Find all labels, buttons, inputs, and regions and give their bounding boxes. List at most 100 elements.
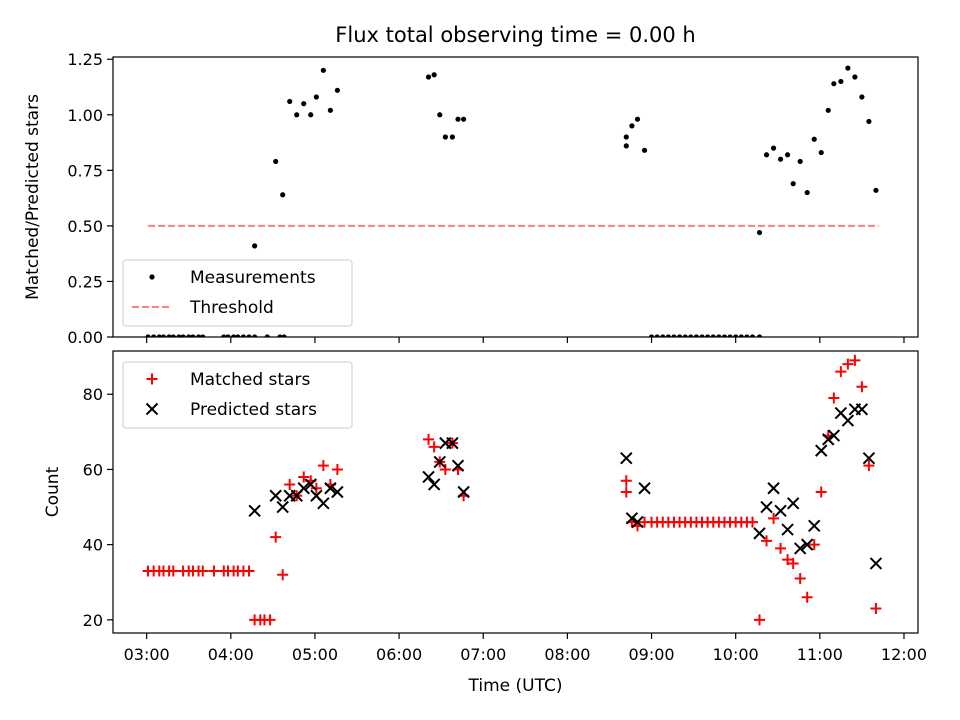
matched-point [815,486,827,498]
legend-label: Threshold [189,298,274,318]
measurement-point [811,136,817,142]
y-axis-label: Matched/Predicted stars [23,94,43,300]
measurement-point [221,334,227,337]
measurement-point [738,334,744,337]
predicted-point [869,557,883,570]
measurement-point [641,147,648,153]
measurement-point [859,94,865,100]
measurement-point [176,334,182,337]
matched-point [828,392,840,404]
matched-point [747,516,759,528]
matched-point [197,565,209,577]
matched-point [768,512,780,524]
x-tick-label: 09:00 [628,645,674,664]
measurement-point [749,334,756,337]
legend: Matched stars Predicted stars [122,361,353,429]
axes-frame [112,56,919,338]
predicted-point [304,478,317,491]
measurement-point [873,187,879,193]
measurement-point [671,334,677,337]
matched-point [761,535,773,547]
matched-point [439,463,451,475]
matched-point [754,614,766,626]
measurement-point [648,334,655,337]
x-tick-label: 05:00 [292,645,338,664]
chart-title: Flux total observing time = 0.00 h [335,23,695,47]
measurement-point [264,334,270,337]
matched-point [856,381,868,393]
measurement-point [688,334,694,337]
predicted-point [808,519,821,533]
top-panel: 0.00 0.25 0.50 0.75 1.00 1.25 Matched/Predicte… [23,23,919,347]
axes-frame [112,350,919,634]
predicted-point [774,504,787,518]
matched-point [782,554,794,566]
predicted-point [827,429,841,442]
measurement-point [705,334,711,337]
x-tick-label: 08:00 [544,645,590,664]
measurement-point [845,65,851,71]
matched-point [270,531,282,543]
matched-point [428,441,440,453]
legend-label: Matched stars [190,370,310,390]
measurement-point [804,189,810,196]
matched-point [277,569,289,581]
measurement-point [852,74,858,80]
measurement-point [623,134,629,140]
measurement-point [195,334,202,337]
legend-matched-marker [146,373,158,385]
predicted-point [841,414,855,427]
measurement-point [756,229,763,236]
y-tick-label: 80 [83,385,103,404]
predicted-point [446,436,459,450]
y-tick-label: 0.50 [67,217,103,236]
measurement-point [246,334,252,337]
measurement-point [756,334,763,337]
measurement-point [744,334,750,337]
measurement-point [425,74,432,80]
plot-area [145,65,879,337]
predicted-point [638,482,651,495]
predicted-point [793,542,807,555]
measurement-point [665,334,671,337]
measurement-point [225,334,231,337]
predicted-point [324,482,337,495]
measurement-point [634,116,641,122]
measurement-point [186,334,192,337]
predicted-point [297,482,310,495]
measurement-point [825,107,831,113]
x-tick-label: 03:00 [124,645,170,664]
y-axis-label: Count [43,466,63,517]
measurement-point [676,334,683,337]
y-tick-label: 40 [83,536,103,555]
predicted-point [331,485,344,499]
measurement-point [287,98,293,105]
y-tick-label: 0.25 [67,272,103,291]
measurement-point [629,123,635,129]
measurement-point [294,112,300,118]
predicted-point [760,500,773,514]
measurement-point [866,118,872,125]
measurement-point [252,243,258,249]
y-tick-label: 60 [83,460,103,479]
measurement-point [280,192,286,198]
matched-point [849,354,861,366]
measurement-point [770,145,777,151]
y-tick-label: 0.75 [67,161,103,180]
x-tick-label: 12:00 [881,645,927,664]
measurement-point [156,334,162,337]
measurement-point [763,152,770,158]
measurement-point [252,334,258,337]
predicted-point [822,433,835,446]
legend-predicted-marker [145,402,159,416]
measurement-point [449,134,455,140]
y-tick-label: 0.00 [67,328,103,347]
predicted-point [800,538,814,551]
legend-label: Predicted stars [190,400,317,420]
predicted-point [457,485,470,499]
measurement-point [313,94,319,100]
bottom-panel: 20 40 60 80 03:00 04:00 05:00 06:00 07:00 08:00 09… [43,350,927,696]
matched-point [331,463,343,475]
legend-box [122,259,353,327]
x-tick-label: 11:00 [797,645,843,664]
